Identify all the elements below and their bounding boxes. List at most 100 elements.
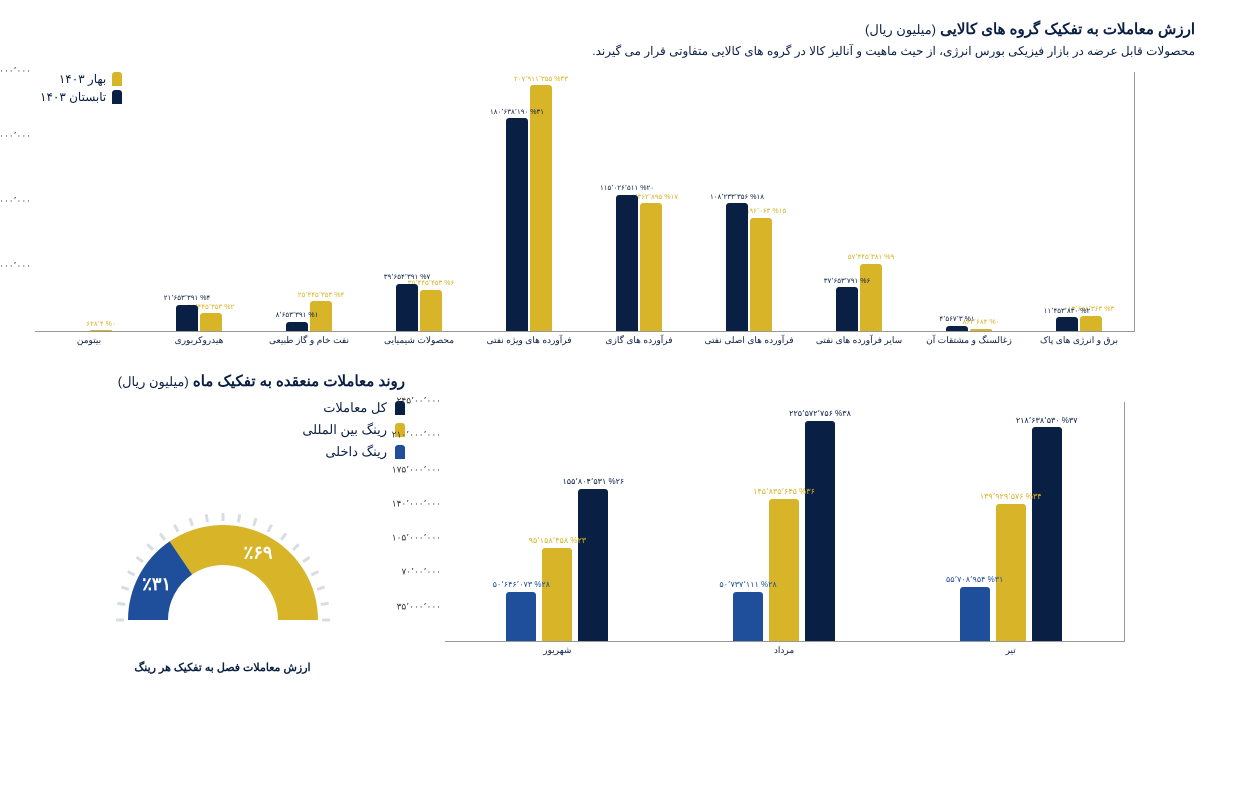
gauge-tick: [238, 514, 239, 522]
bar: ۹۵٬۱۵۸٬۴۵۸ %۲۳: [542, 548, 572, 641]
y-axis-tick: ۷۰٬۰۰٬۰۰۰: [401, 567, 445, 578]
x-axis-label: شهریور: [543, 645, 571, 656]
x-axis-label: زغالسنگ و مشتقات آن: [926, 335, 1012, 346]
bar: ۲۰۷٬۹۱۱٬۳۵۵ %۳۳: [530, 85, 552, 331]
bar-value-label: ۱۵۵٬۸۰۴٬۵۳۱ %۲۶: [562, 478, 624, 487]
gauge-segment-label: ٪۳۱: [142, 574, 171, 594]
bar: ۶۲۸٬۴ %۰: [90, 330, 112, 331]
gauge-tick: [136, 557, 142, 562]
bar: ۱۱۵٬۰۲۶٬۵۱۱ %۲۰: [616, 195, 638, 331]
legend-item: رینگ داخلی: [40, 444, 405, 460]
bar-value-label: ۱۳۹٬۹۲۹٬۵۷۶ %۳۴: [980, 493, 1042, 502]
x-axis-label: محصولات شیمیایی: [384, 335, 454, 346]
gauge-tick: [121, 587, 129, 589]
legend-label: رینگ بین المللی: [302, 422, 387, 438]
x-axis-label: سایر فرآورده های نفتی: [816, 335, 902, 346]
chart1-unit: (میلیون ریال): [865, 22, 936, 37]
x-axis-label: هیدروکربوری: [175, 335, 224, 346]
bar: ۵۰٬۶۴۶٬۰۷۳ %۲۸: [506, 592, 536, 641]
legend-item: رینگ بین المللی: [40, 422, 405, 438]
bar: ۲۲۵٬۵۷۲٬۷۵۶ %۳۸: [805, 421, 835, 641]
bar-value-label: ۵۰٬۷۳۷٬۱۱۱ %۲۸: [719, 581, 776, 590]
bar-group: ۱۰۸٬۳۶۲٬۸۹۵ %۱۷۱۱۵٬۰۲۶٬۵۱۱ %۲۰: [584, 195, 694, 331]
bar-group: ۶۲۸٬۴ %۰: [34, 330, 144, 331]
bar-value-label: ۱۱٬۴۵۳٬۸۳۰ %۲: [1044, 308, 1091, 316]
bar: ۴٬۵۶۷٬۳ %۱: [946, 326, 968, 331]
bar-value-label: ۹۵٬۱۵۸٬۴۵۸ %۲۳: [529, 537, 586, 546]
gauge-tick: [127, 571, 134, 575]
y-axis-tick: ۵۵٬۰۰۰٬۰۰۰: [0, 261, 35, 272]
bar-group: ۱۵٬۴۴۵٬۳۵۳ %۲۲۱٬۶۵۳٬۳۹۱ %۴: [144, 305, 254, 331]
y-axis-tick: ۱۴۰٬۰۰۰٬۰۰۰: [392, 498, 445, 509]
bar-value-label: ۳۷٬۶۵۳٬۷۹۱ %۶: [824, 278, 871, 286]
bar: ۹۵٬۸۹۶٬۰۶۳ %۱۵: [750, 218, 772, 331]
y-axis-tick: ۱۰۵٬۰۰۰٬۰۰۰: [392, 533, 445, 544]
x-axis-label: برق و انرژی های پاک: [1040, 335, 1118, 346]
bar-value-label: ۴٬۵۶۷٬۳ %۱: [939, 316, 974, 324]
bar: ۱۳۹٬۹۲۹٬۵۷۶ %۳۴: [996, 504, 1026, 641]
gauge-container: ٪۶۹ ٪۳۱ ارزش معاملات فصل به تفکیک هر رینگ: [40, 500, 405, 674]
bar: ۱۴۵٬۸۳۵٬۶۴۵ %۳۶: [769, 499, 799, 641]
bar: ۱۵۵٬۸۰۴٬۵۳۱ %۲۶: [578, 489, 608, 641]
bar: ۱۸۰٬۶۳۸٬۱۹۰ %۳۱: [506, 118, 528, 331]
gauge-chart: ٪۶۹ ٪۳۱: [103, 500, 343, 650]
bar-group: ۲۱۸٬۶۳۸٬۵۳۰ %۳۷۱۳۹٬۹۲۹٬۵۷۶ %۳۴۵۵٬۷۰۸٬۹۵۴…: [897, 427, 1124, 641]
x-axis-label: فرآورده های ویژه نفتی: [486, 335, 571, 346]
bar-group: ۸۶۲٬۶۸۴ %۰۴٬۵۶۷٬۳ %۱: [914, 326, 1024, 331]
x-axis-label: تیر: [1006, 645, 1016, 656]
bar-value-label: ۲۵٬۴۴۵٬۳۵۳ %۴: [298, 292, 345, 300]
x-axis-label: فرآورده های اصلی نفتی: [704, 335, 793, 346]
bar-value-label: ۱۴۵٬۸۳۵٬۶۴۵ %۳۶: [753, 488, 815, 497]
gauge-tick: [147, 544, 153, 550]
legend-item: کل معاملات: [40, 400, 405, 416]
bar-value-label: ۱۸۰٬۶۳۸٬۱۹۰ %۳۱: [490, 109, 544, 117]
chart2-legend: کل معاملات رینگ بین المللی رینگ داخلی: [40, 400, 405, 460]
bar: ۲۱۸٬۶۳۸٬۵۳۰ %۳۷: [1032, 427, 1062, 641]
chart2-unit: (میلیون ریال): [118, 374, 189, 389]
bar: ۳۷٬۶۵۳٬۷۹۱ %۶: [836, 287, 858, 331]
bar: ۱۵٬۴۴۵٬۳۵۳ %۲: [200, 313, 222, 331]
x-axis-label: بیتومن: [77, 335, 101, 346]
gauge-tick: [189, 518, 191, 526]
chart2-plot: ۳۵٬۰۰۰٬۰۰۰۷۰٬۰۰٬۰۰۰۱۰۵٬۰۰۰٬۰۰۰۱۴۰٬۰۰۰٬۰۰…: [445, 402, 1125, 642]
gauge-tick: [253, 518, 255, 526]
chart2-container: ۳۵٬۰۰۰٬۰۰۰۷۰٬۰۰٬۰۰۰۱۰۵٬۰۰۰٬۰۰۰۱۴۰٬۰۰۰٬۰۰…: [435, 372, 1195, 674]
bar-group: ۱۳٬۶۸۸٬۳۶۳ %۳۱۱٬۴۵۳٬۸۳۰ %۲: [1024, 316, 1134, 331]
bar-value-label: ۸٬۶۵۳٬۳۹۱ %۱: [276, 312, 319, 320]
legend-swatch: [395, 445, 405, 459]
y-axis-tick: ۱۱۰٬۰۰۰٬۰۰۰: [0, 196, 35, 207]
bar: ۲۱٬۶۵۳٬۳۹۱ %۴: [176, 305, 198, 331]
bar: ۳۹٬۶۵۴٬۳۹۱ %۷: [396, 284, 418, 331]
bar: ۱۳٬۶۸۸٬۳۶۳ %۳: [1080, 316, 1102, 331]
gauge-tick: [174, 525, 178, 532]
bar-group: ۹۵٬۸۹۶٬۰۶۳ %۱۵۱۰۸٬۲۳۳٬۳۵۶ %۱۸: [694, 203, 804, 331]
y-axis-tick: ۱۶۵٬۰۰۰٬۰۰۰: [0, 131, 35, 142]
legend-label: رینگ داخلی: [325, 444, 387, 460]
commodity-group-chart-section: ارزش معاملات به تفکیک گروه های کالایی (م…: [40, 20, 1195, 332]
bar-value-label: ۲۱۸٬۶۳۸٬۵۳۰ %۳۷: [1016, 417, 1078, 426]
chart1-outer: بهار ۱۴۰۳تابستان ۱۴۰۳ ۵۵٬۰۰۰٬۰۰۰۱۱۰٬۰۰۰٬…: [40, 72, 1195, 332]
gauge-tick: [311, 571, 318, 575]
bar: ۵۷٬۴۴۵٬۳۸۱ %۹: [860, 264, 882, 331]
chart1-plot: ۵۵٬۰۰۰٬۰۰۰۱۱۰٬۰۰۰٬۰۰۰۱۶۵٬۰۰۰٬۰۰۰۲۲۰٬۰۰۰٬…: [35, 72, 1135, 332]
gauge-tick: [160, 533, 165, 539]
bar-value-label: ۵۰٬۶۴۶٬۰۷۳ %۲۸: [493, 581, 550, 590]
gauge-tick: [320, 603, 328, 604]
bar: ۸٬۶۵۳٬۳۹۱ %۱: [286, 322, 308, 331]
x-axis-label: فرآورده های گازی: [605, 335, 672, 346]
y-axis-tick: ۲۱۰٬۰۰۰٬۰۰۰: [392, 430, 445, 441]
bar-value-label: ۲۱٬۶۵۳٬۳۹۱ %۴: [164, 295, 211, 303]
bar-group: ۳۵٬۴۴۵٬۴۵۳ %۶۳۹٬۶۵۴٬۳۹۱ %۷: [364, 284, 474, 331]
bar-value-label: ۶۲۸٬۴ %۰: [86, 321, 115, 329]
bar: ۵۰٬۷۳۷٬۱۱۱ %۲۸: [733, 592, 763, 641]
gauge-tick: [317, 587, 325, 589]
y-axis-tick: ۲۴۵٬۰۰٬۰۰۰: [397, 396, 445, 407]
gauge-caption: ارزش معاملات فصل به تفکیک هر رینگ: [40, 661, 405, 674]
bar-group: ۲۲۵٬۵۷۲٬۷۵۶ %۳۸۱۴۵٬۸۳۵٬۶۴۵ %۳۶۵۰٬۷۳۷٬۱۱۱…: [671, 421, 898, 641]
gauge-tick: [206, 514, 207, 522]
bar-value-label: ۲۲۵٬۵۷۲٬۷۵۶ %۳۸: [789, 410, 851, 419]
y-axis-tick: ۱۷۵٬۰۰۰٬۰۰۰: [392, 464, 445, 475]
bar: ۳۵٬۴۴۵٬۴۵۳ %۶: [420, 290, 442, 331]
gauge-segment-label: ٪۶۹: [243, 543, 272, 563]
monthly-section: ۳۵٬۰۰۰٬۰۰۰۷۰٬۰۰٬۰۰۰۱۰۵٬۰۰۰٬۰۰۰۱۴۰٬۰۰۰٬۰۰…: [40, 372, 1195, 674]
